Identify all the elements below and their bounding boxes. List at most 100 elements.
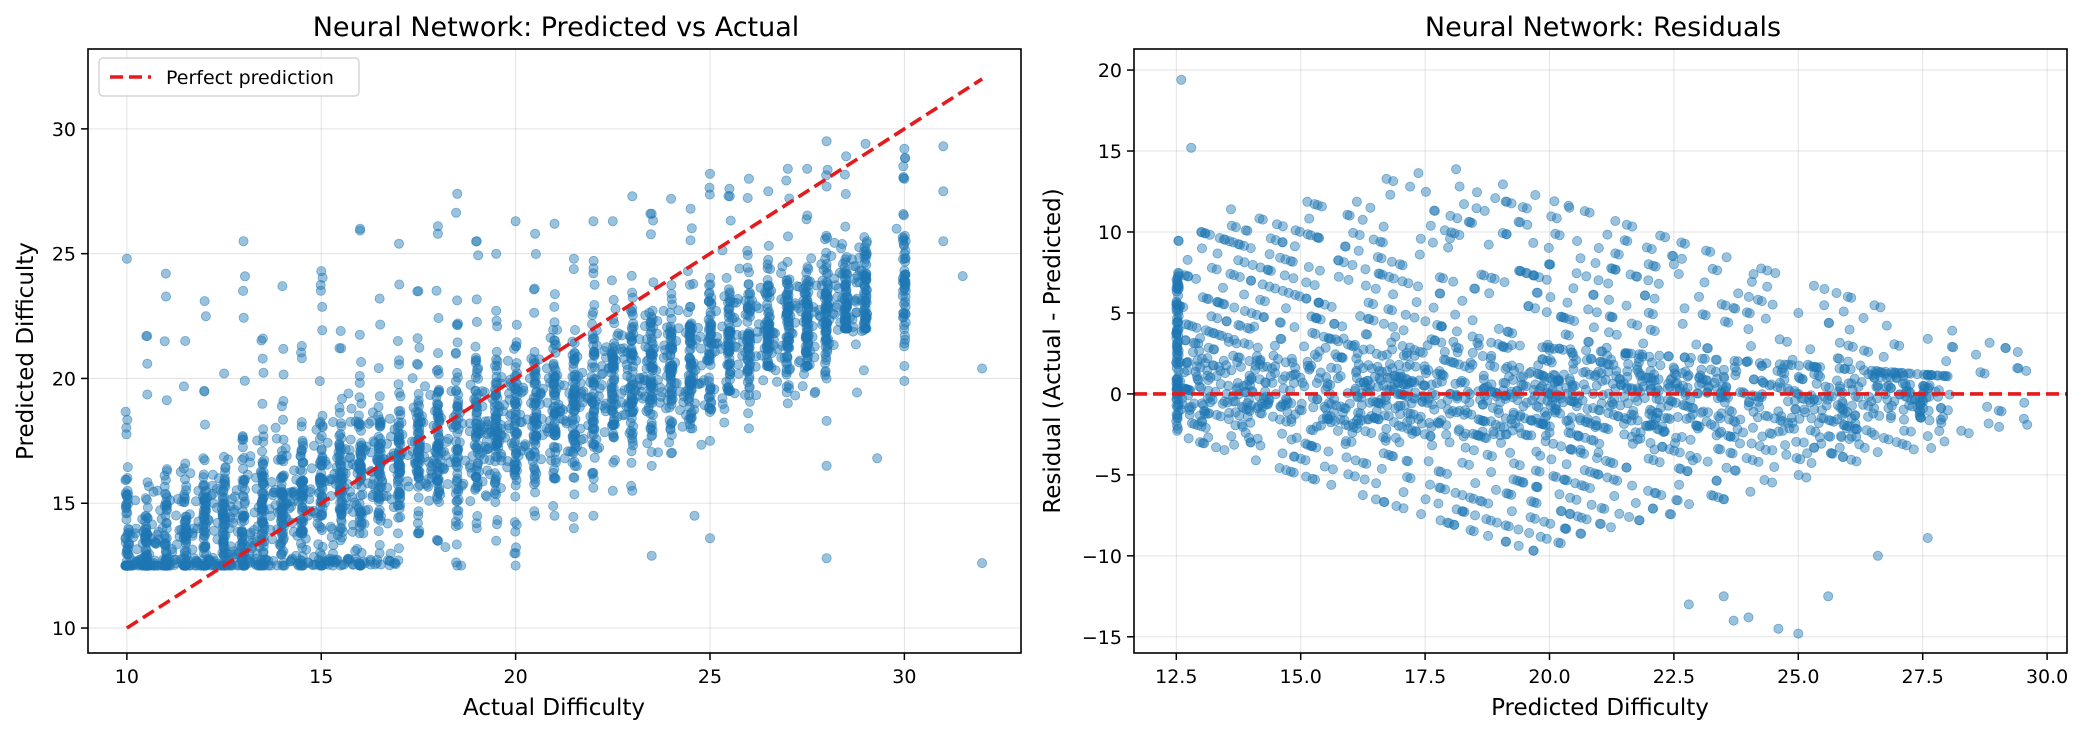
prediction-point <box>291 474 302 485</box>
residual-point <box>1554 230 1565 241</box>
prediction-point <box>178 381 189 392</box>
prediction-point <box>900 334 911 345</box>
residual-point <box>1702 456 1713 467</box>
prediction-point <box>200 311 211 322</box>
residual-point <box>1453 359 1464 370</box>
residual-point <box>1378 318 1389 329</box>
prediction-point <box>199 296 210 307</box>
residual-point <box>1653 278 1664 289</box>
residual-point <box>1301 277 1312 288</box>
residual-point <box>1712 265 1723 276</box>
prediction-point <box>421 442 432 453</box>
prediction-point <box>797 381 808 392</box>
prediction-point <box>121 429 132 440</box>
residual-point <box>1409 312 1420 323</box>
prediction-point <box>281 450 292 461</box>
residual-point <box>1289 241 1300 252</box>
residual-point <box>1299 381 1310 392</box>
prediction-point <box>160 268 171 279</box>
residual-point <box>2000 342 2011 353</box>
prediction-point <box>206 559 217 570</box>
residual-point <box>1702 343 1713 354</box>
prediction-point <box>492 515 503 526</box>
prediction-point <box>643 343 654 354</box>
prediction-point <box>239 271 250 282</box>
prediction-point <box>491 305 502 316</box>
prediction-point <box>198 472 209 483</box>
prediction-point <box>594 383 605 394</box>
residual-point <box>1627 221 1638 232</box>
prediction-point <box>609 419 620 430</box>
prediction-point <box>472 510 483 521</box>
prediction-point <box>477 386 488 397</box>
prediction-point <box>393 543 404 554</box>
residual-point <box>1239 257 1250 268</box>
prediction-point <box>570 324 581 335</box>
prediction-point <box>373 510 384 521</box>
residual-point <box>1429 205 1440 216</box>
prediction-point <box>512 397 523 408</box>
prediction-point <box>408 402 419 413</box>
residual-point <box>1741 307 1752 318</box>
prediction-point <box>763 240 774 251</box>
residual-point <box>1410 361 1421 372</box>
residual-point <box>1922 431 1933 442</box>
prediction-point <box>395 391 406 402</box>
residual-point <box>1191 273 1202 284</box>
prediction-point <box>758 375 769 386</box>
prediction-point <box>372 454 383 465</box>
residual-point <box>1509 458 1520 469</box>
prediction-point <box>575 423 586 434</box>
prediction-point <box>471 316 482 327</box>
prediction-point <box>743 173 754 184</box>
residual-point <box>1465 217 1476 228</box>
prediction-point <box>523 447 534 458</box>
prediction-point <box>743 423 754 434</box>
prediction-point <box>218 498 229 509</box>
residual-point <box>1584 207 1595 218</box>
prediction-point <box>564 388 575 399</box>
residual-point <box>1457 457 1468 468</box>
residual-point <box>1360 329 1371 340</box>
residual-point <box>1343 274 1354 285</box>
prediction-point <box>666 279 677 290</box>
prediction-point <box>828 339 839 350</box>
residual-point <box>1224 407 1235 418</box>
residual-point <box>1433 466 1444 477</box>
residual-point <box>1230 222 1241 233</box>
prediction-point <box>271 433 282 444</box>
prediction-point <box>368 436 379 447</box>
prediction-point <box>470 341 481 352</box>
residual-point <box>1301 293 1312 304</box>
prediction-point <box>704 287 715 298</box>
residual-point <box>1979 368 1990 379</box>
residual-point <box>1649 293 1660 304</box>
prediction-point <box>452 188 463 199</box>
prediction-point <box>355 223 366 234</box>
prediction-point <box>740 309 751 320</box>
residual-point <box>1425 220 1436 231</box>
prediction-point <box>433 386 444 397</box>
prediction-point <box>320 456 331 467</box>
residual-point <box>1924 415 1935 426</box>
residual-point <box>1300 455 1311 466</box>
residual-point <box>1183 433 1194 444</box>
residual-point <box>1782 336 1793 347</box>
residual-point <box>1837 396 1848 407</box>
residual-point <box>1333 255 1344 266</box>
left-x-axis-label: Actual Difficulty <box>463 695 645 721</box>
residual-point <box>1621 462 1632 473</box>
prediction-point <box>274 506 285 517</box>
prediction-point <box>120 406 131 417</box>
prediction-point <box>329 468 340 479</box>
prediction-point <box>722 359 733 370</box>
prediction-point <box>256 499 267 510</box>
residual-point <box>1667 250 1678 261</box>
prediction-point <box>413 528 424 539</box>
residual-point <box>1581 271 1592 282</box>
prediction-point <box>313 539 324 550</box>
prediction-point <box>627 485 638 496</box>
residual-point <box>1259 296 1270 307</box>
prediction-point <box>816 280 827 291</box>
prediction-point <box>854 242 865 253</box>
